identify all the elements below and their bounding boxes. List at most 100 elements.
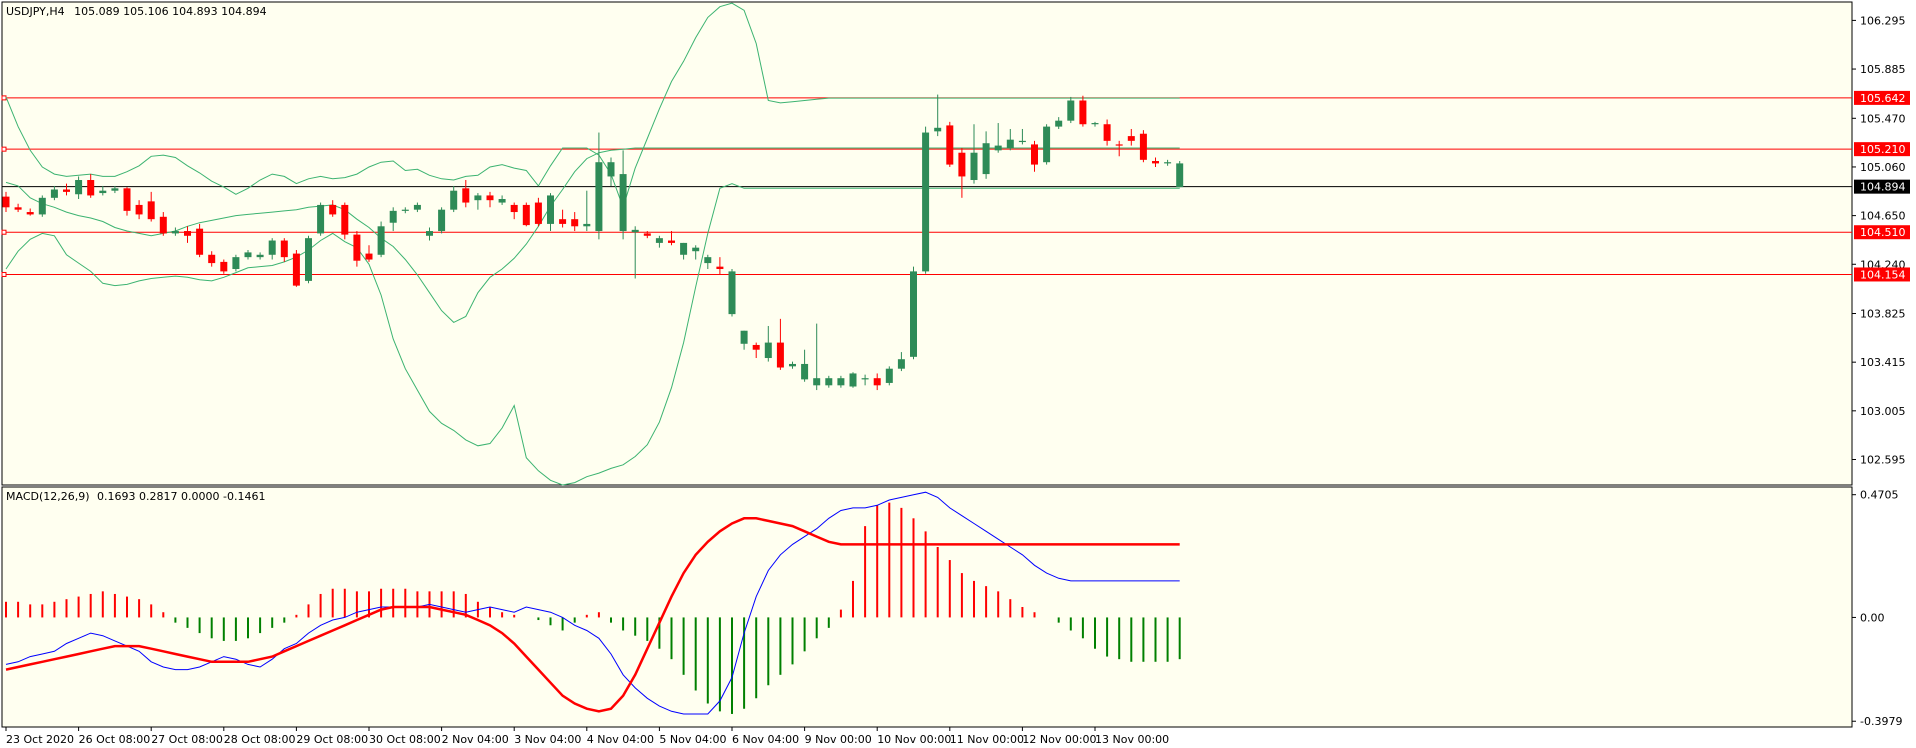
time-tick-label: 12 Nov 00:00: [1022, 733, 1096, 746]
candle: [1176, 161, 1184, 188]
macd-values: 0.1693 0.2817 0.0000 -0.1461: [97, 490, 265, 503]
candle: [438, 207, 446, 234]
candle-body: [692, 247, 700, 252]
candle: [1127, 128, 1135, 146]
candle: [849, 372, 857, 388]
candle-body: [26, 212, 34, 215]
candle-body: [292, 253, 300, 286]
candle-body: [1055, 120, 1063, 127]
price-tick-label: 105.470: [1860, 112, 1906, 125]
candle: [38, 195, 46, 217]
price-tick-label: 105.060: [1860, 161, 1906, 174]
chart-header: USDJPY,H4 105.089 105.106 104.893 104.89…: [6, 5, 267, 18]
candle-body: [1018, 140, 1026, 143]
price-tick-label: 103.825: [1860, 308, 1906, 321]
level-handle-2[interactable]: [1, 146, 7, 152]
candle-body: [147, 201, 155, 220]
candle: [619, 150, 627, 240]
candle-body: [365, 253, 373, 260]
candle: [922, 126, 930, 274]
candle-body: [1176, 163, 1184, 188]
candle: [292, 250, 300, 287]
candle-body: [619, 174, 627, 232]
candle: [159, 212, 167, 236]
level-label-box: [1854, 142, 1910, 157]
candle-body: [764, 342, 772, 359]
time-tick-label: 11 Nov 00:00: [950, 733, 1024, 746]
candle: [668, 231, 675, 246]
candle-body: [716, 266, 724, 270]
time-tick-label: 28 Oct 08:00: [224, 733, 296, 746]
candle: [982, 131, 990, 179]
candle-body: [184, 231, 191, 236]
candle-body: [256, 254, 264, 258]
candle-body: [1103, 124, 1111, 141]
macd-tick-label: 0.4705: [1860, 489, 1899, 502]
candle-body: [704, 257, 712, 264]
macd-axis: 0.4705 0.00 -0.3979: [1852, 489, 1902, 728]
candle-body: [280, 240, 288, 258]
candle-body: [1164, 162, 1172, 164]
candle-body: [1115, 144, 1123, 146]
candle: [87, 174, 95, 198]
candle-body: [897, 359, 905, 369]
candle: [873, 373, 881, 391]
candle-body: [1079, 100, 1087, 125]
candle: [220, 259, 228, 274]
price-tick-label: 105.885: [1860, 63, 1906, 76]
candle-body: [75, 180, 83, 195]
candle-body: [50, 189, 58, 198]
candle: [256, 252, 264, 260]
candle-body: [123, 188, 131, 211]
candle-body: [934, 127, 942, 132]
candle: [413, 202, 421, 213]
candle-body: [728, 271, 736, 315]
candle-body: [982, 143, 990, 175]
candle: [910, 266, 917, 360]
candle-body: [99, 190, 107, 194]
level-label: 105.642: [1860, 92, 1906, 105]
candle: [135, 200, 143, 220]
candle: [474, 193, 482, 210]
candle-body: [135, 204, 143, 215]
level-handle-1[interactable]: [1, 95, 7, 101]
candle: [208, 251, 216, 267]
current-price-box: [1854, 179, 1910, 194]
candle-body: [534, 202, 542, 224]
candle: [498, 195, 506, 205]
candle: [184, 226, 191, 243]
time-tick-label: 27 Oct 08:00: [151, 733, 223, 746]
candle-body: [970, 152, 978, 181]
candle-body: [813, 378, 821, 386]
candle-body: [752, 344, 760, 350]
candle-body: [547, 195, 554, 224]
macd-panel[interactable]: [1, 486, 1853, 728]
candle-body: [1139, 133, 1147, 160]
candle-body: [801, 363, 809, 380]
level-handle-3[interactable]: [1, 229, 7, 235]
symbol-label: USDJPY,H4: [6, 5, 65, 18]
candle-body: [438, 209, 446, 232]
candle-body: [825, 378, 833, 386]
candle-body: [643, 233, 651, 236]
candle-body: [958, 152, 966, 177]
level-handle-4[interactable]: [1, 271, 7, 277]
candle: [595, 132, 603, 240]
candle-body: [559, 219, 567, 224]
candle-body: [317, 204, 325, 234]
candle-body: [1091, 123, 1099, 125]
candle: [196, 223, 204, 258]
candle: [946, 121, 954, 167]
candle: [365, 245, 373, 262]
price-axis: 106.295105.885105.470105.060104.650104.2…: [1852, 14, 1910, 466]
candle: [111, 185, 119, 194]
candle: [534, 197, 542, 227]
candle: [1103, 119, 1111, 146]
candle: [486, 191, 494, 208]
candle-body: [1067, 100, 1075, 121]
time-tick-label: 9 Nov 00:00: [805, 733, 872, 746]
candle: [1067, 96, 1075, 124]
candle-body: [341, 204, 349, 235]
level-label: 105.210: [1860, 143, 1906, 156]
